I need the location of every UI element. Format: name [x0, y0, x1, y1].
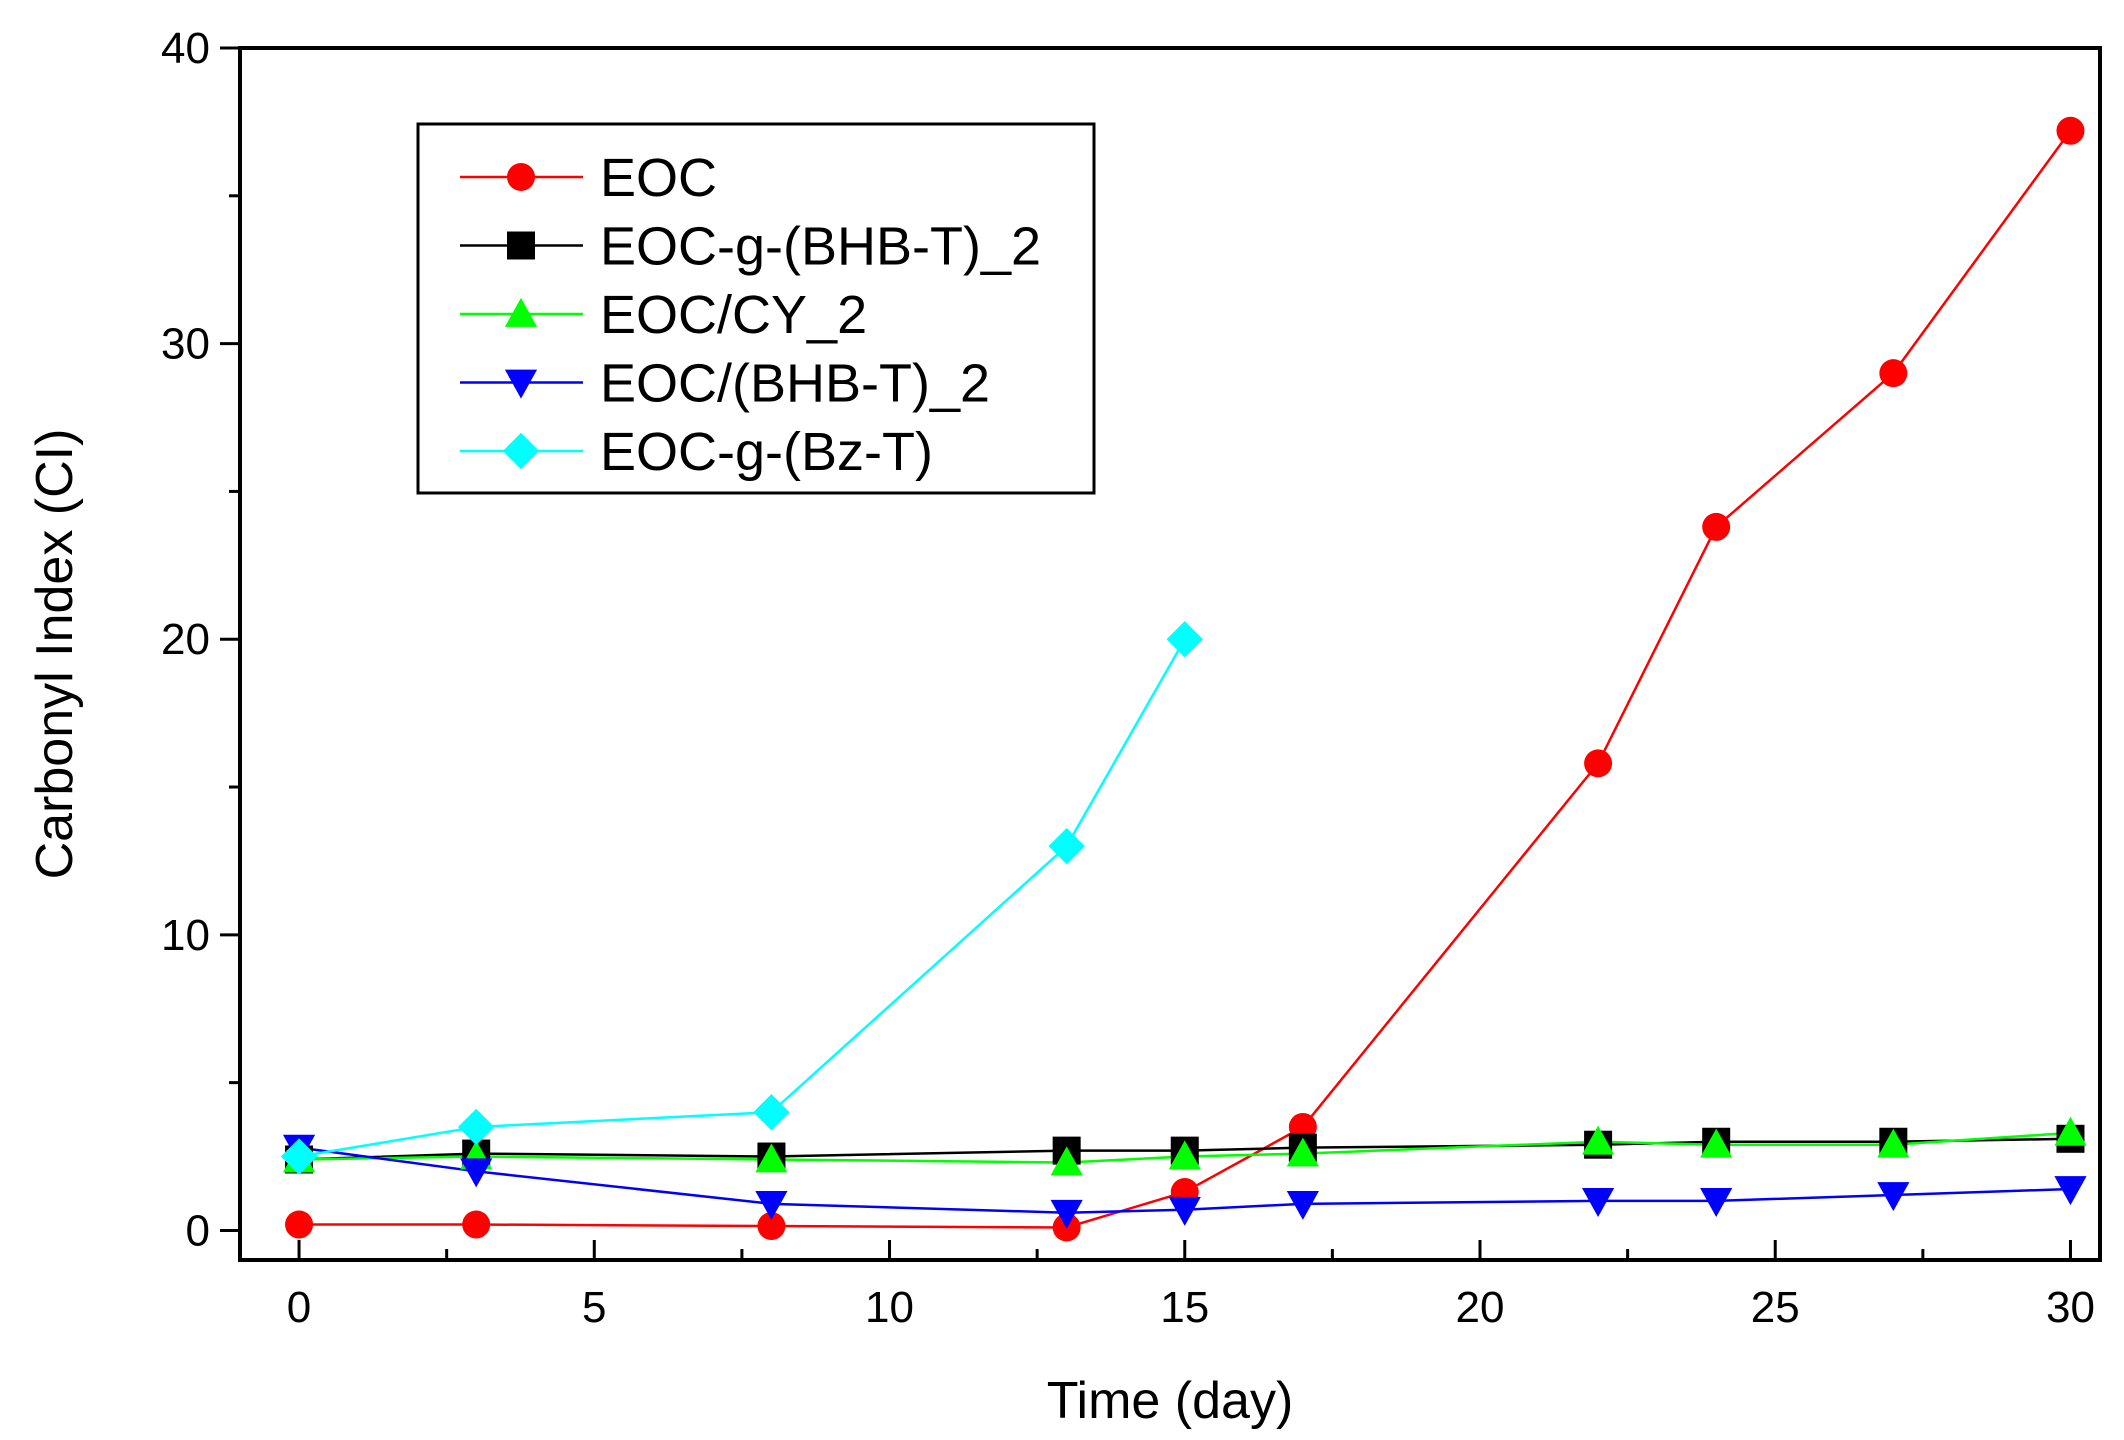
data-point-0	[1879, 359, 1908, 388]
data-point-2	[1286, 1137, 1319, 1167]
x-axis-title: Time (day)	[1047, 1372, 1294, 1430]
data-point-3	[460, 1158, 493, 1188]
data-point-3	[1700, 1187, 1733, 1217]
data-point-3	[1581, 1187, 1615, 1217]
data-point-0	[285, 1210, 314, 1239]
series-line-0	[299, 130, 2072, 1229]
series-line-1	[299, 1137, 2071, 1161]
x-tick-label: 30	[2046, 1283, 2095, 1332]
y-tick-label: 40	[161, 24, 210, 73]
series-layer	[280, 116, 2087, 1242]
data-point-3	[755, 1190, 788, 1220]
x-axis-ticks: 0 5 10 15 20 25 30	[287, 1240, 2095, 1332]
x-tick-label: 20	[1456, 1283, 1505, 1332]
data-point-2	[1700, 1128, 1733, 1158]
data-point-4	[753, 1093, 790, 1131]
data-point-2	[755, 1143, 788, 1173]
series-line-3	[298, 1146, 2071, 1214]
data-point-3	[1050, 1199, 1083, 1229]
data-point-3	[1877, 1182, 1910, 1212]
data-point-0	[462, 1210, 491, 1239]
legend: EOC EOC-g-(BHB-T)_2 EOC/CY_2 EOC/(BHB-T)_2 E…	[416, 122, 1096, 495]
y-tick-label: 30	[161, 320, 210, 369]
data-point-2	[2054, 1116, 2087, 1146]
legend-label: EOC-g-(BHB-T)_2	[600, 217, 1041, 277]
data-point-3	[1168, 1196, 1201, 1226]
data-point-2	[1877, 1128, 1910, 1158]
legend-label: EOC	[600, 148, 717, 208]
data-point-4	[1048, 827, 1085, 865]
data-point-4	[280, 1138, 318, 1175]
series-markers	[280, 116, 2087, 1242]
data-point-2	[1050, 1146, 1083, 1176]
legend-marker	[507, 163, 535, 191]
data-point-0	[2056, 116, 2085, 145]
x-tick-label: 5	[582, 1283, 606, 1332]
legend-marker	[507, 231, 535, 260]
legend-label: EOC/(BHB-T)_2	[600, 354, 990, 414]
series-line-4	[298, 638, 1186, 1158]
data-point-0	[757, 1212, 786, 1241]
data-point-4	[1166, 621, 1203, 658]
data-point-3	[1286, 1190, 1319, 1220]
x-tick-label: 10	[865, 1283, 914, 1332]
series-lines	[298, 130, 2072, 1229]
y-tick-label: 0	[186, 1206, 210, 1255]
series-line-2	[299, 1131, 2071, 1164]
data-point-3	[2054, 1176, 2087, 1206]
legend-label: EOC/CY_2	[600, 285, 867, 345]
y-tick-label: 10	[161, 911, 210, 960]
y-axis-ticks: 0 10 20 30 40	[161, 24, 240, 1255]
data-point-2	[1581, 1125, 1615, 1155]
x-tick-label: 15	[1160, 1283, 1209, 1332]
data-point-2	[1168, 1140, 1201, 1170]
y-axis-title: Carbonyl Index (CI)	[26, 429, 84, 880]
legend-marker	[504, 297, 538, 327]
legend-label: EOC-g-(Bz-T)	[600, 422, 933, 482]
x-tick-label: 0	[287, 1283, 311, 1332]
legend-marker	[504, 369, 538, 399]
data-point-4	[457, 1108, 495, 1146]
x-tick-label: 25	[1751, 1283, 1800, 1332]
data-point-0	[1702, 512, 1731, 541]
y-tick-label: 20	[161, 615, 210, 664]
plot-frame	[238, 46, 2102, 1262]
legend-marker	[502, 432, 540, 470]
data-point-0	[1584, 749, 1613, 778]
